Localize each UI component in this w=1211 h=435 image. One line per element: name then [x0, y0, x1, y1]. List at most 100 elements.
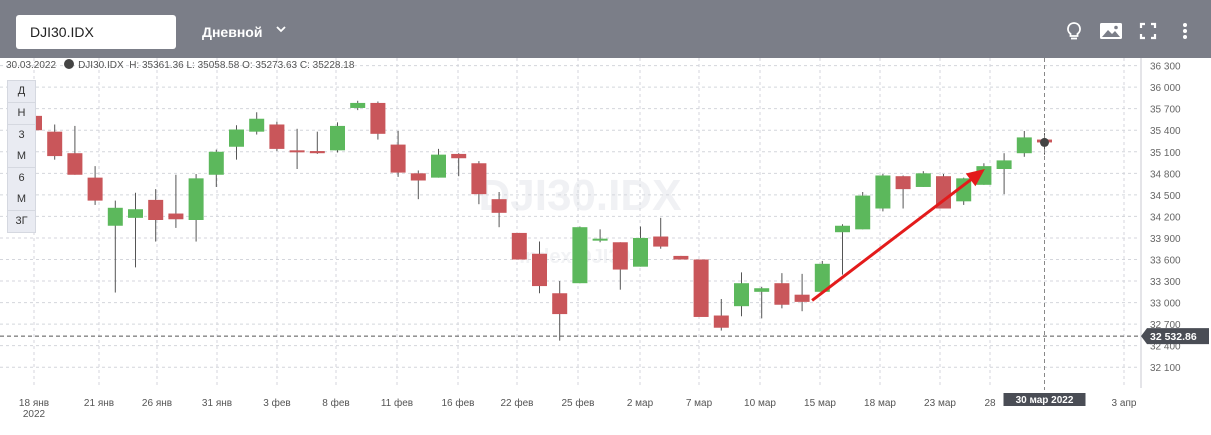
- price-tick-label: 34 500: [1150, 191, 1181, 202]
- info-date: 30.03.2022: [6, 60, 57, 71]
- lightbulb-icon[interactable]: [1063, 20, 1085, 42]
- candle-body: [491, 199, 507, 213]
- interval-dropdown[interactable]: Дневной: [202, 24, 263, 40]
- price-tick-label: 33 600: [1150, 256, 1181, 267]
- date-tick-label: 16 фев: [441, 397, 474, 409]
- price-tick-label: 35 100: [1150, 148, 1181, 159]
- price-tick-label: 33 000: [1150, 299, 1181, 310]
- price-tick-label: 35 400: [1150, 126, 1181, 137]
- candle-body: [552, 293, 568, 315]
- top-toolbar: DJI30.IDX Дневной: [0, 0, 1211, 58]
- date-tick-label: 26 янв: [142, 398, 172, 409]
- candle-body: [936, 176, 951, 209]
- date-tick-label: 3 апр: [1112, 398, 1137, 409]
- price-tick-label: 32 700: [1150, 320, 1181, 331]
- candle-body: [269, 124, 285, 149]
- image-icon[interactable]: [1099, 20, 1123, 42]
- candle-body: [87, 177, 103, 201]
- period-day[interactable]: Д: [8, 81, 35, 103]
- candle-body: [1016, 137, 1032, 154]
- candle-body: [915, 173, 931, 187]
- price-tick-label: 34 800: [1150, 169, 1181, 180]
- candle-body: [592, 238, 608, 241]
- candle-body: [67, 153, 83, 175]
- candle-body: [330, 125, 345, 151]
- date-tick-label: 3 фев: [263, 397, 290, 409]
- date-tick-label: 22 фев: [500, 397, 533, 409]
- trend-arrow-line: [811, 173, 978, 302]
- symbol-dot-icon: [64, 59, 75, 69]
- candle-body: [148, 199, 164, 220]
- date-tick-label: 21 янв: [84, 398, 114, 409]
- candle-body: [875, 175, 891, 209]
- date-tick-label: 11 фев: [381, 397, 413, 409]
- candle-body: [431, 154, 446, 178]
- candle-body: [451, 153, 467, 159]
- candle-body: [814, 263, 830, 292]
- candle-body: [309, 151, 325, 154]
- candle-body: [835, 225, 850, 233]
- date-tick-label: 25 фев: [561, 397, 594, 409]
- candle-body: [107, 207, 123, 226]
- chevron-down-icon[interactable]: [275, 22, 287, 36]
- date-tick-label: 2 мар: [627, 398, 654, 409]
- price-axis: 32 100 32 400 32 700 33 000 33 300 33 600 33 9…: [1140, 58, 1181, 388]
- date-tick-label: 7 мар: [686, 398, 713, 409]
- crosshair-dot: [1040, 137, 1049, 147]
- overlay-group: 32 532.86 30 мар 2022: [0, 58, 1209, 406]
- trend-arrow-head: [965, 169, 985, 187]
- symbol-input[interactable]: DJI30.IDX: [16, 15, 176, 49]
- date-tick-label: 28: [984, 398, 996, 409]
- candle-body: [996, 160, 1012, 170]
- watermark-symbol: DJI30.IDX: [479, 171, 682, 220]
- more-menu-icon[interactable]: [1174, 20, 1196, 42]
- candle-body: [754, 288, 770, 292]
- price-tick-label: 36 300: [1150, 62, 1181, 73]
- candle-body: [895, 176, 911, 190]
- candle-body: [713, 315, 729, 328]
- price-tick-label: 36 000: [1150, 83, 1181, 94]
- date-tick-label: 31 янв: [202, 398, 232, 409]
- candle-body: [208, 151, 224, 175]
- date-tick-label: 18 мар: [864, 398, 896, 409]
- date-tick-label: 18 янв: [19, 398, 49, 409]
- candle-body: [673, 255, 689, 260]
- price-tick-label: 33 900: [1150, 234, 1181, 245]
- candle-body: [168, 213, 184, 220]
- price-marker-label: 32 532.86: [1150, 331, 1197, 343]
- grid-lines: [0, 58, 1140, 386]
- info-ohlc: H: 35361.36 L: 35058.58 O: 35273.63 C: 3…: [129, 60, 355, 71]
- candle-body: [229, 129, 244, 147]
- info-symbol: DJI30.IDX: [78, 60, 124, 71]
- candle-body: [572, 227, 588, 284]
- fullscreen-icon[interactable]: [1137, 20, 1159, 42]
- candles-group: [27, 100, 1052, 341]
- candle-body: [128, 209, 143, 218]
- candle-body: [390, 144, 406, 173]
- time-axis: 18 янв 21 янв 26 янв 31 янв 3 фев 8 фев 11 фев…: [19, 397, 1137, 420]
- price-tick-label: 33 300: [1150, 277, 1181, 288]
- candle-body: [612, 242, 628, 270]
- price-tick-label: 32 400: [1150, 342, 1181, 353]
- crosshair-date-label: 30 мар 2022: [1016, 395, 1074, 406]
- period-week[interactable]: Н: [8, 103, 35, 125]
- candle-body: [370, 102, 386, 134]
- date-tick-label: 8 фев: [322, 397, 349, 409]
- candle-body: [47, 131, 63, 157]
- price-tick-label: 35 700: [1150, 105, 1181, 116]
- candle-body: [410, 173, 426, 181]
- candle-body: [511, 232, 527, 260]
- candle-body: [188, 178, 204, 220]
- candle-body: [633, 237, 648, 267]
- crosshair-date-bg: [1003, 393, 1086, 406]
- candle-body: [653, 236, 669, 247]
- candle-body: [693, 259, 709, 317]
- candle-body: [734, 283, 749, 307]
- ohlc-info-line: 30.03.2022 DJI30.IDX H: 35361.36 L: 35058…: [6, 59, 354, 71]
- period-3y[interactable]: 3Г: [15, 215, 28, 227]
- price-tick-label: 34 200: [1150, 212, 1181, 223]
